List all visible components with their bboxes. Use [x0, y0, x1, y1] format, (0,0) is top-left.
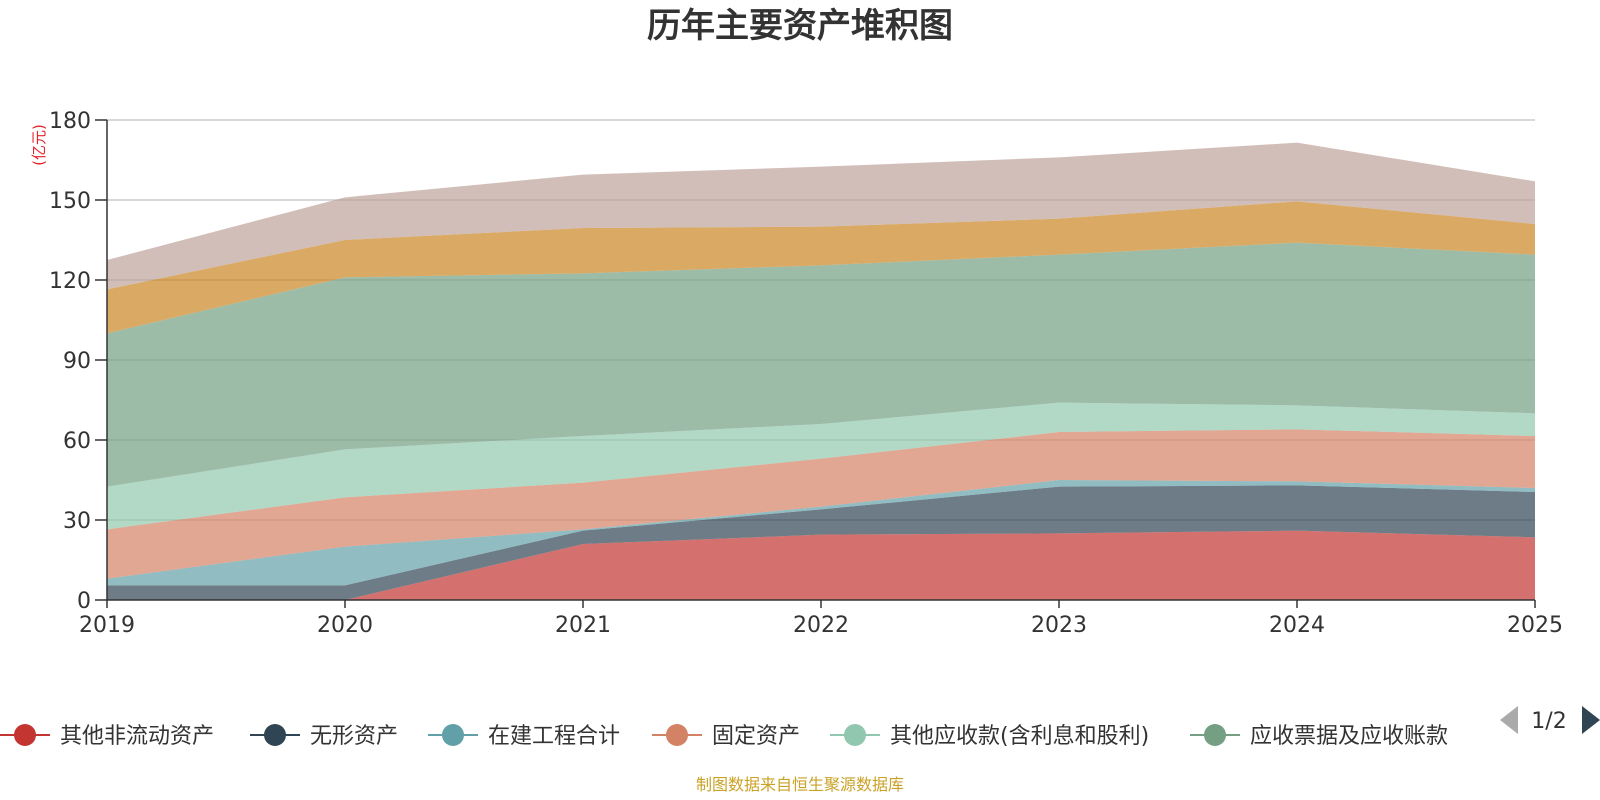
area-series-5	[107, 242, 1535, 487]
legend-circle-marker	[264, 724, 286, 746]
legend-next-page-icon[interactable]	[1582, 706, 1600, 734]
y-tick-label: 0	[77, 589, 91, 614]
area-series-3	[107, 429, 1535, 579]
x-tick-label: 2020	[317, 613, 373, 638]
legend-item[interactable]: 在建工程合计	[428, 724, 620, 749]
y-tick-label: 90	[63, 349, 91, 374]
y-tick-label: 120	[49, 269, 91, 294]
area-series-4	[107, 402, 1535, 530]
chart-title: 历年主要资产堆积图	[647, 6, 953, 46]
legend-item[interactable]: 其他应收款(含利息和股利)	[830, 724, 1149, 749]
area-series	[107, 142, 1535, 600]
legend-label: 无形资产	[310, 724, 398, 749]
legend-item[interactable]: 应收票据及应收账款	[1190, 724, 1448, 749]
legend-item[interactable]: 无形资产	[250, 724, 398, 749]
y-tick-label: 150	[49, 189, 91, 214]
y-tick-label: 60	[63, 429, 91, 454]
legend-label: 在建工程合计	[488, 724, 620, 749]
axes: 0 30 60 90 120 150 180 2019 2020 2021 2022 2023 2024…	[49, 109, 1563, 638]
legend-item[interactable]: 固定资产	[652, 724, 800, 749]
area-series-2	[107, 480, 1535, 586]
legend-page-indicator: 1/2	[1531, 709, 1566, 734]
area-series-0	[107, 530, 1535, 600]
legend-label: 其他应收款(含利息和股利)	[890, 724, 1149, 749]
area-series-6	[107, 201, 1535, 334]
y-tick-label: 30	[63, 509, 91, 534]
area-series-1	[107, 485, 1535, 600]
legend-circle-marker	[844, 724, 866, 746]
y-axis-unit-label: (亿元)	[30, 124, 48, 166]
legend-label: 固定资产	[712, 724, 800, 749]
legend: 其他非流动资产 无形资产 在建工程合计 固定资产 其他应收款(含利息和股利) 应收票据及应…	[0, 724, 1448, 749]
legend-item[interactable]: 其他非流动资产	[0, 724, 214, 749]
area-series-7	[107, 142, 1535, 290]
x-tick-label: 2021	[555, 613, 611, 638]
legend-label: 其他非流动资产	[60, 724, 214, 749]
legend-label: 应收票据及应收账款	[1250, 724, 1448, 749]
legend-circle-marker	[1204, 724, 1226, 746]
legend-circle-marker	[666, 724, 688, 746]
legend-circle-marker	[442, 724, 464, 746]
legend-circle-marker	[14, 724, 36, 746]
x-tick-label: 2024	[1269, 613, 1325, 638]
legend-pager: 1/2	[1500, 706, 1600, 734]
y-tick-label: 180	[49, 109, 91, 134]
x-tick-label: 2025	[1507, 613, 1563, 638]
x-tick-label: 2022	[793, 613, 849, 638]
x-tick-label: 2023	[1031, 613, 1087, 638]
legend-prev-page-icon[interactable]	[1500, 706, 1518, 734]
data-source-note: 制图数据来自恒生聚源数据库	[696, 775, 904, 794]
x-tick-label: 2019	[79, 613, 135, 638]
